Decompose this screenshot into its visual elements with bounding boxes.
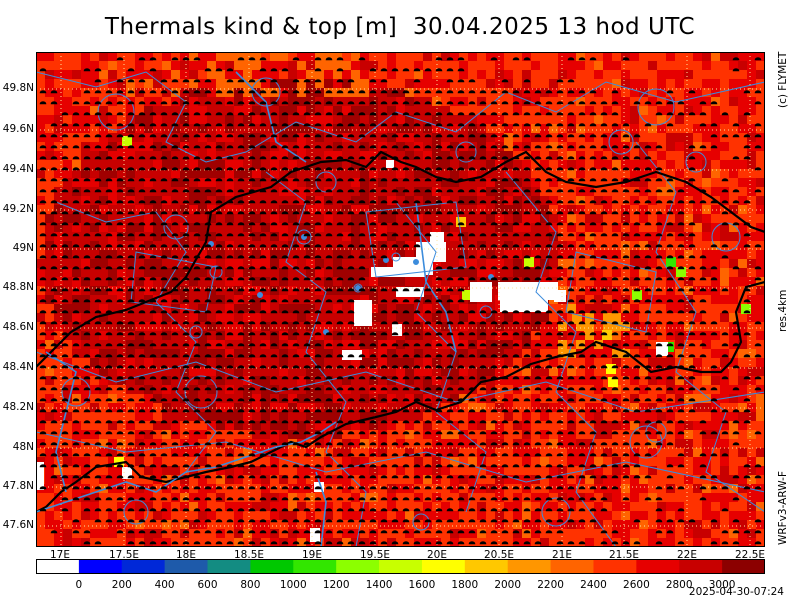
colorbar-swatch <box>507 559 552 574</box>
colorbar-label: 800 <box>240 579 261 591</box>
lat-label-48.6: 48.6N <box>2 321 34 333</box>
colorbar-label: 3000 <box>708 579 736 591</box>
resolution-label: res.4km <box>777 289 789 332</box>
run-timestamp: 2025-04-30-07:24 <box>688 586 784 598</box>
map-title: Thermals kind & top [m] 30.04.2025 13 ho… <box>104 14 696 40</box>
model-label: WRFv3-ARW-F <box>777 470 789 545</box>
lon-label-18.5: 18.5E <box>233 549 265 561</box>
colorbar-label: 2800 <box>665 579 693 591</box>
lon-label-19: 19E <box>302 549 322 561</box>
no-thermal-areas <box>36 160 668 542</box>
colorbar-swatch <box>36 559 80 574</box>
colorbar-label: 0 <box>75 579 83 591</box>
colorbar-swatch <box>550 559 594 574</box>
lat-label-49.8: 49.8N <box>2 82 34 94</box>
lon-label-18: 18E <box>176 549 196 561</box>
lat-label-49.4: 49.4N <box>2 163 34 175</box>
colorbar-swatch <box>679 559 723 574</box>
thermal-field <box>36 52 765 547</box>
cumulus-symbol-layer <box>39 57 762 545</box>
lat-label-47.6: 47.6N <box>2 519 34 531</box>
lat-label-49.2: 49.2N <box>2 203 34 215</box>
lat-label-48.4: 48.4N <box>2 361 34 373</box>
lat-label-49: 49N <box>12 242 34 254</box>
lat-label-48: 48N <box>12 441 34 453</box>
lat-label-47.8: 47.8N <box>2 480 34 492</box>
lat-label-49.6: 49.6N <box>2 123 34 135</box>
cumulus-symbols <box>39 57 762 545</box>
colorbar-label: 200 <box>111 579 132 591</box>
lon-label-22: 22E <box>677 549 697 561</box>
colorbar-swatch <box>78 559 123 574</box>
copyright-label: (c) FLYMET <box>777 51 789 108</box>
colorbar-label: 600 <box>197 579 218 591</box>
colorbar-swatch <box>379 559 423 574</box>
colorbar-swatch <box>207 559 251 574</box>
colorbar-swatch <box>250 559 294 574</box>
lon-label-19.5: 19.5E <box>359 549 391 561</box>
colorbar-label: 2600 <box>623 579 650 591</box>
colorbar-swatch <box>164 559 209 574</box>
lat-label-48.8: 48.8N <box>2 281 34 293</box>
lon-label-20.5: 20.5E <box>483 549 515 561</box>
thermals-map <box>36 52 765 547</box>
colorbar-swatch <box>722 559 765 574</box>
colorbar-label: 2400 <box>580 579 607 591</box>
colorbar-label: 400 <box>154 579 175 591</box>
colorbar-label: 1000 <box>279 579 307 591</box>
colorbar-label: 1600 <box>408 579 436 591</box>
colorbar-swatch <box>636 559 680 574</box>
colorbar-swatch <box>121 559 166 574</box>
colorbar-swatch <box>293 559 337 574</box>
lon-label-21.5: 21.5E <box>608 549 640 561</box>
colorbar-swatch <box>464 559 509 574</box>
colorbar-label: 2000 <box>494 579 522 591</box>
colorbar-label: 1200 <box>322 579 350 591</box>
lon-label-17: 17E <box>50 549 70 561</box>
map-frame <box>36 52 765 547</box>
lon-label-17.5: 17.5E <box>108 549 140 561</box>
lon-label-21: 21E <box>552 549 572 561</box>
colorbar-swatch <box>593 559 637 574</box>
colorbar-label: 1800 <box>451 579 479 591</box>
colorbar-swatch <box>421 559 466 574</box>
colorbar-label: 2200 <box>537 579 564 591</box>
lat-label-48.2: 48.2N <box>2 401 34 413</box>
colorbar-swatch <box>336 559 380 574</box>
lon-label-22.5: 22.5E <box>734 549 766 561</box>
colorbar-label: 1400 <box>365 579 393 591</box>
lon-label-20: 20E <box>427 549 447 561</box>
colorbar <box>36 559 765 574</box>
